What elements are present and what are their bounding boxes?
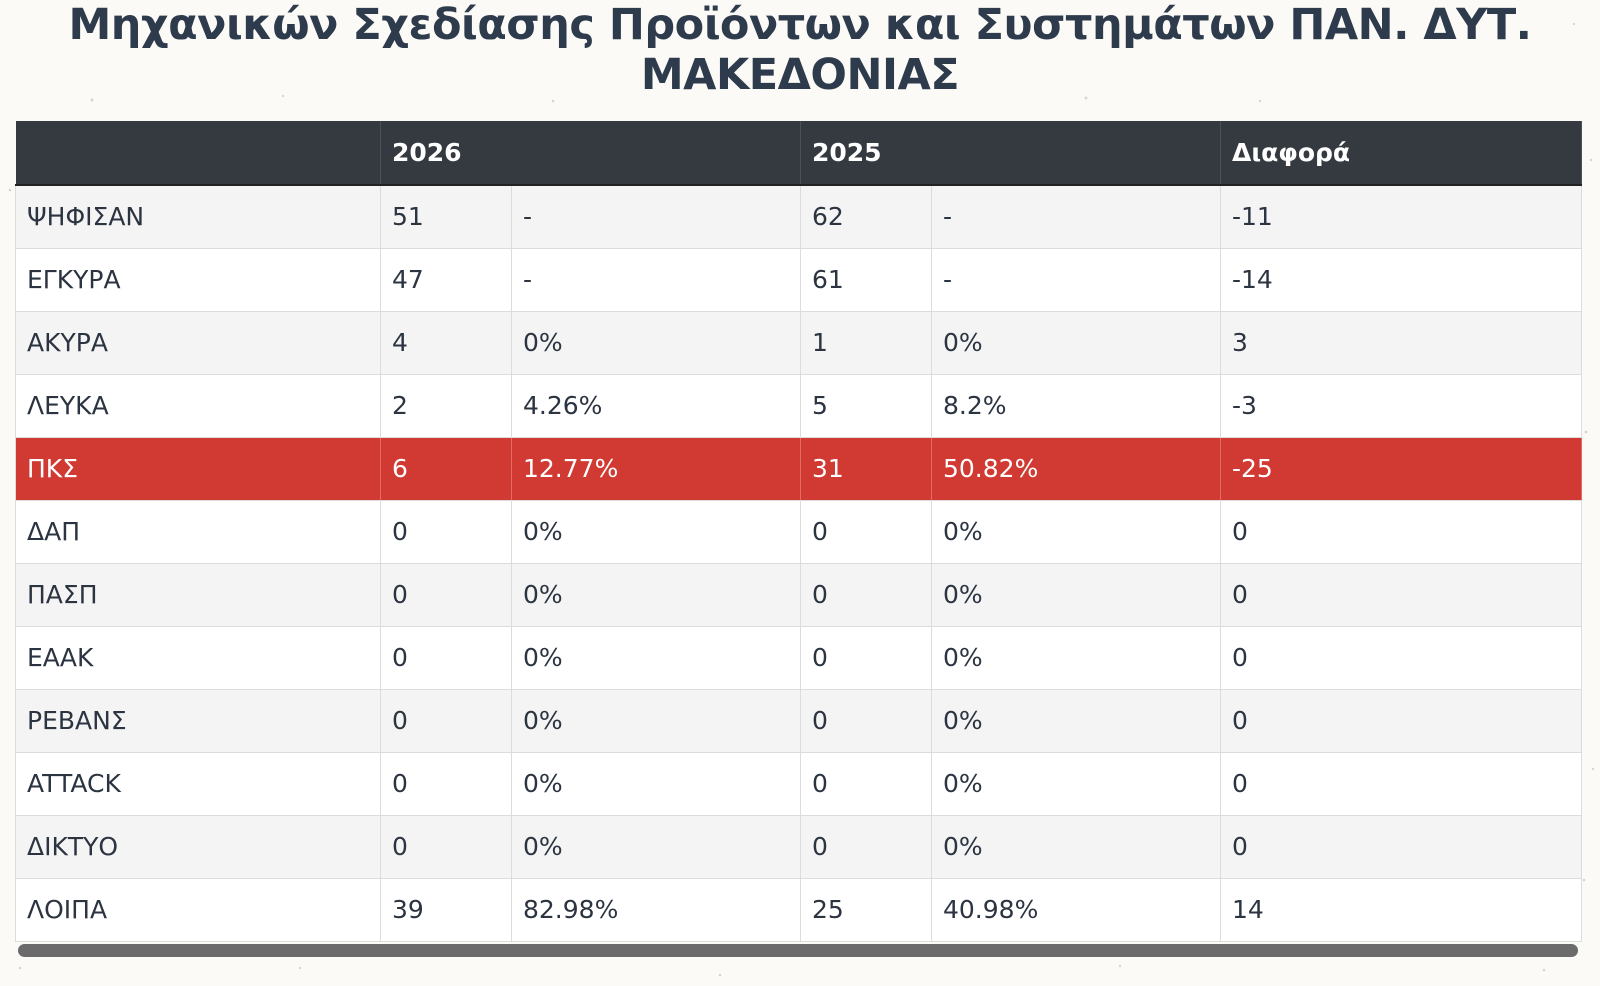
cell-difference: 0 bbox=[1220, 815, 1582, 879]
cell-difference: 0 bbox=[1220, 500, 1582, 564]
results-table-container: 2026 2025 Διαφορά ΨΗΦΙΣΑΝ 51-62- -11 ΕΓΚΥΡΑ… bbox=[15, 121, 1582, 942]
table-row: ΛΕΥΚΑ 2 4.26% 5 8.2% -3 bbox=[15, 374, 1582, 438]
cell-votes-2026: 47 bbox=[380, 248, 512, 312]
cell-party-label: ΠΑΣΠ bbox=[15, 563, 381, 627]
cell-votes-2026: 0 bbox=[380, 815, 512, 879]
table-row: ΑΚΥΡΑ 4 0% 1 0% 3 bbox=[15, 311, 1582, 375]
table-row: ΕΓΚΥΡΑ 47-61- -14 bbox=[15, 248, 1582, 312]
cell-votes-2025: 0 bbox=[800, 500, 932, 564]
cell-difference: 14 bbox=[1220, 878, 1582, 942]
header-difference: Διαφορά bbox=[1220, 121, 1582, 186]
table-header-row: 2026 2025 Διαφορά bbox=[15, 121, 1582, 186]
cell-party-label: ΛΟΙΠΑ bbox=[15, 878, 381, 942]
page-title-line-2: ΜΑΚΕΔΟΝΙΑΣ bbox=[640, 50, 960, 100]
cell-percent-2025: 0% bbox=[931, 626, 1221, 690]
cell-votes-2026: 0 bbox=[380, 626, 512, 690]
table-row: ΕΑΑΚ 0 0% 0 0% 0 bbox=[15, 626, 1582, 690]
cell-votes-2025: 1 bbox=[800, 311, 932, 375]
cell-votes-2026: 2 bbox=[380, 374, 512, 438]
cell-percent-2026: 4.26% bbox=[511, 374, 801, 438]
cell-percent-2025: 40.98% bbox=[931, 878, 1221, 942]
cell-difference: 0 bbox=[1220, 689, 1582, 753]
cell-percent-2026: 0% bbox=[511, 689, 801, 753]
page-title: Μηχανικών Σχεδίασης Προϊόντων και Συστημ… bbox=[0, 0, 1600, 100]
table-row: ATTACK 0 0% 0 0% 0 bbox=[15, 752, 1582, 816]
cell-party-label: ATTACK bbox=[15, 752, 381, 816]
cell-votes-2025: 0 bbox=[800, 563, 932, 627]
cell-percent-2026: - bbox=[511, 185, 801, 249]
cell-percent-2026: 12.77% bbox=[511, 437, 801, 501]
cell-votes-2025: 5 bbox=[800, 374, 932, 438]
cell-percent-2026: 0% bbox=[511, 311, 801, 375]
cell-party-label: ΡΕΒΑΝΣ bbox=[15, 689, 381, 753]
cell-votes-2025: 0 bbox=[800, 626, 932, 690]
cell-party-label: ΕΑΑΚ bbox=[15, 626, 381, 690]
header-label bbox=[15, 121, 381, 186]
cell-percent-2025: 0% bbox=[931, 563, 1221, 627]
cell-party-label: ΛΕΥΚΑ bbox=[15, 374, 381, 438]
cell-percent-2026: 0% bbox=[511, 626, 801, 690]
cell-difference: -3 bbox=[1220, 374, 1582, 438]
cell-difference: 0 bbox=[1220, 563, 1582, 627]
table-row-highlighted: ΠΚΣ 6 12.77% 31 50.82% -25 bbox=[15, 437, 1582, 501]
cell-difference: 0 bbox=[1220, 752, 1582, 816]
cell-difference: -11 bbox=[1220, 185, 1582, 249]
cell-percent-2026: 0% bbox=[511, 752, 801, 816]
cell-percent-2025: - bbox=[931, 248, 1221, 312]
cell-votes-2026: 0 bbox=[380, 563, 512, 627]
table-row: ΡΕΒΑΝΣ 0 0% 0 0% 0 bbox=[15, 689, 1582, 753]
cell-votes-2025: 25 bbox=[800, 878, 932, 942]
cell-votes-2025: 61 bbox=[800, 248, 932, 312]
table-row: ΔΙΚΤΥΟ 0 0% 0 0% 0 bbox=[15, 815, 1582, 879]
cell-percent-2025: - bbox=[931, 185, 1221, 249]
cell-difference: -25 bbox=[1220, 437, 1582, 501]
cell-percent-2026: 0% bbox=[511, 563, 801, 627]
cell-party-label: ΑΚΥΡΑ bbox=[15, 311, 381, 375]
cell-votes-2025: 31 bbox=[800, 437, 932, 501]
cell-percent-2026: 82.98% bbox=[511, 878, 801, 942]
cell-votes-2025: 0 bbox=[800, 752, 932, 816]
cell-percent-2026: 0% bbox=[511, 500, 801, 564]
cell-votes-2026: 4 bbox=[380, 311, 512, 375]
cell-votes-2025: 0 bbox=[800, 815, 932, 879]
results-table: 2026 2025 Διαφορά ΨΗΦΙΣΑΝ 51-62- -11 ΕΓΚΥΡΑ… bbox=[15, 121, 1582, 942]
cell-votes-2026: 39 bbox=[380, 878, 512, 942]
page-title-line-1: Μηχανικών Σχεδίασης Προϊόντων και Συστημ… bbox=[68, 0, 1533, 50]
cell-percent-2025: 8.2% bbox=[931, 374, 1221, 438]
cell-difference: 3 bbox=[1220, 311, 1582, 375]
cell-percent-2025: 0% bbox=[931, 689, 1221, 753]
cell-party-label: ΔΑΠ bbox=[15, 500, 381, 564]
table-row: ΛΟΙΠΑ 39 82.98% 25 40.98% 14 bbox=[15, 878, 1582, 942]
cell-party-label: ΕΓΚΥΡΑ bbox=[15, 248, 381, 312]
cell-votes-2025: 62 bbox=[800, 185, 932, 249]
cell-difference: -14 bbox=[1220, 248, 1582, 312]
cell-percent-2025: 0% bbox=[931, 752, 1221, 816]
cell-votes-2026: 0 bbox=[380, 500, 512, 564]
table-row: ΔΑΠ 0 0% 0 0% 0 bbox=[15, 500, 1582, 564]
cell-percent-2026: - bbox=[511, 248, 801, 312]
table-body: ΨΗΦΙΣΑΝ 51-62- -11 ΕΓΚΥΡΑ 47-61- -14 ΑΚΥΡΑ 4 0% 1… bbox=[15, 185, 1582, 942]
cell-party-label: ΔΙΚΤΥΟ bbox=[15, 815, 381, 879]
cell-votes-2026: 0 bbox=[380, 689, 512, 753]
table-row: ΨΗΦΙΣΑΝ 51-62- -11 bbox=[15, 185, 1582, 249]
horizontal-scrollbar[interactable] bbox=[15, 942, 1581, 958]
cell-percent-2026: 0% bbox=[511, 815, 801, 879]
cell-percent-2025: 0% bbox=[931, 815, 1221, 879]
cell-party-label: ΠΚΣ bbox=[15, 437, 381, 501]
cell-party-label: ΨΗΦΙΣΑΝ bbox=[15, 185, 381, 249]
cell-percent-2025: 0% bbox=[931, 311, 1221, 375]
cell-difference: 0 bbox=[1220, 626, 1582, 690]
cell-votes-2026: 51 bbox=[380, 185, 512, 249]
cell-percent-2025: 0% bbox=[931, 500, 1221, 564]
header-2026: 2026 bbox=[380, 121, 801, 186]
cell-votes-2026: 0 bbox=[380, 752, 512, 816]
cell-votes-2025: 0 bbox=[800, 689, 932, 753]
table-row: ΠΑΣΠ 0 0% 0 0% 0 bbox=[15, 563, 1582, 627]
header-2025: 2025 bbox=[800, 121, 1221, 186]
scrollbar-thumb[interactable] bbox=[18, 944, 1578, 957]
cell-votes-2026: 6 bbox=[380, 437, 512, 501]
cell-percent-2025: 50.82% bbox=[931, 437, 1221, 501]
